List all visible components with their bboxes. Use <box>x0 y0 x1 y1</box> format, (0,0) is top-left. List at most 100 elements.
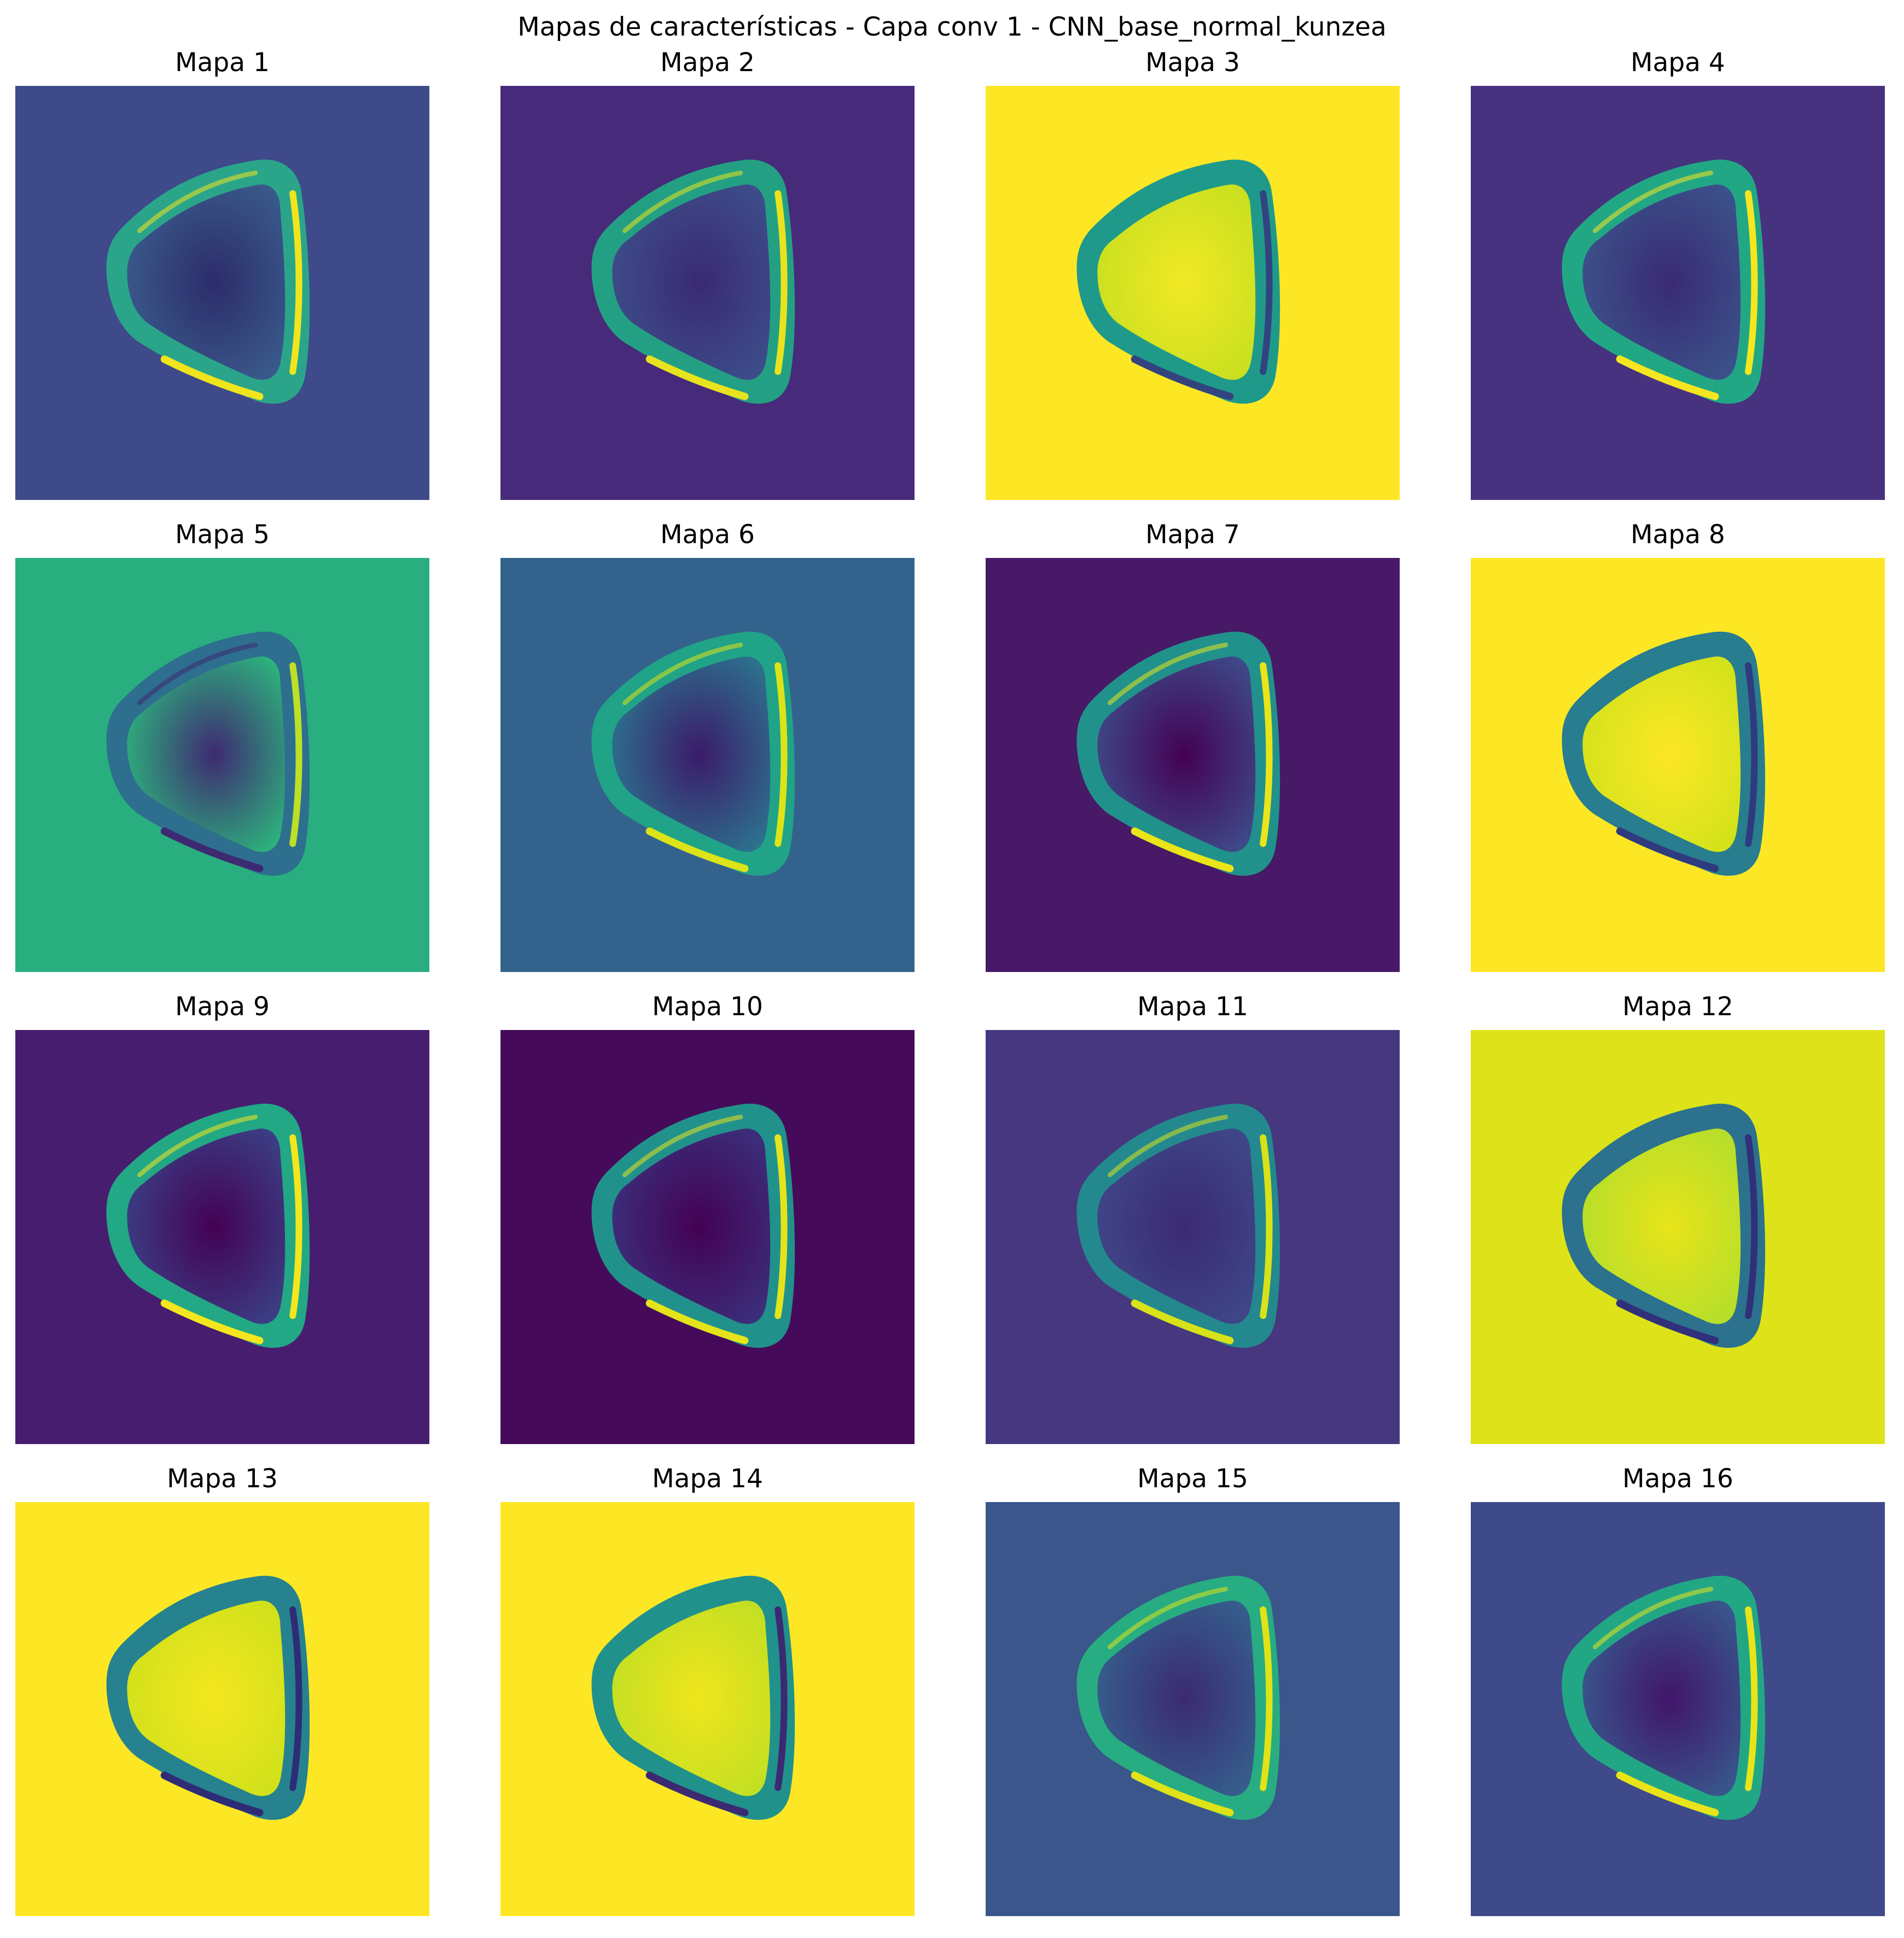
particle-top-edge <box>1592 1586 1714 1650</box>
particle-lower-edge <box>1131 1771 1234 1817</box>
particle-interior <box>1097 656 1256 852</box>
particle-right-edge <box>289 1606 302 1791</box>
feature-map-15: Mapa 15 <box>986 1464 1400 1916</box>
feature-map-title: Mapa 5 <box>175 520 270 550</box>
particle-lower-edge <box>160 1299 264 1345</box>
particle-lower-edge <box>645 1771 749 1817</box>
particle-right-edge <box>1745 662 1758 847</box>
feature-map-image <box>986 558 1400 972</box>
particle-top-edge <box>622 1114 743 1178</box>
feature-map-11: Mapa 11 <box>986 992 1400 1444</box>
feature-map-image <box>1471 1030 1885 1444</box>
particle-interior <box>612 1128 771 1324</box>
feature-map-6: Mapa 6 <box>500 520 915 972</box>
particle-top-edge <box>1107 1586 1228 1650</box>
feature-map-image <box>15 86 429 500</box>
feature-map-14: Mapa 14 <box>500 1464 915 1916</box>
feature-map-image <box>500 558 915 972</box>
particle-lower-edge <box>645 827 749 872</box>
particle-top-edge <box>622 170 743 234</box>
particle-interior <box>1582 656 1741 852</box>
particle-lower-edge <box>160 355 264 400</box>
particle-lower-edge <box>160 1771 264 1817</box>
feature-map-13: Mapa 13 <box>15 1464 429 1916</box>
particle-interior <box>1097 184 1256 380</box>
feature-map-10: Mapa 10 <box>500 992 915 1444</box>
particle-top-edge <box>137 642 258 706</box>
feature-map-image <box>1471 558 1885 972</box>
feature-map-title: Mapa 9 <box>175 992 270 1022</box>
feature-map-title: Mapa 8 <box>1631 520 1725 550</box>
feature-map-3: Mapa 3 <box>986 48 1400 500</box>
particle-right-edge <box>289 662 302 847</box>
particle-right-edge <box>289 1134 302 1319</box>
particle-right-edge <box>775 1134 788 1319</box>
particle-right-edge <box>1260 1134 1273 1319</box>
feature-map-5: Mapa 5 <box>15 520 429 972</box>
feature-map-image <box>15 1502 429 1916</box>
feature-map-8: Mapa 8 <box>1471 520 1885 972</box>
feature-map-image <box>986 1502 1400 1916</box>
particle-top-edge <box>1107 642 1228 706</box>
particle-interior <box>1582 1601 1741 1796</box>
particle-right-edge <box>775 190 788 375</box>
feature-map-image <box>1471 1502 1885 1916</box>
feature-map-title: Mapa 11 <box>1137 992 1248 1022</box>
feature-map-title: Mapa 14 <box>652 1464 763 1494</box>
feature-map-title: Mapa 16 <box>1622 1464 1733 1494</box>
feature-map-title: Mapa 2 <box>660 48 755 78</box>
particle-interior <box>1582 184 1741 380</box>
feature-map-title: Mapa 10 <box>652 992 763 1022</box>
feature-map-16: Mapa 16 <box>1471 1464 1885 1916</box>
particle-lower-edge <box>1131 355 1234 400</box>
feature-map-image <box>500 1030 915 1444</box>
particle-interior <box>1097 1128 1256 1324</box>
figure-suptitle: Mapas de características - Capa conv 1 -… <box>517 12 1387 42</box>
feature-map-4: Mapa 4 <box>1471 48 1885 500</box>
particle-lower-edge <box>1616 355 1719 400</box>
particle-right-edge <box>1745 1134 1758 1319</box>
feature-map-1: Mapa 1 <box>15 48 429 500</box>
particle-interior <box>127 184 286 380</box>
feature-map-image <box>15 558 429 972</box>
feature-map-7: Mapa 7 <box>986 520 1400 972</box>
feature-map-title: Mapa 6 <box>660 520 755 550</box>
feature-map-9: Mapa 9 <box>15 992 429 1444</box>
feature-map-12: Mapa 12 <box>1471 992 1885 1444</box>
particle-lower-edge <box>1131 1299 1234 1345</box>
feature-map-image <box>986 1030 1400 1444</box>
feature-map-title: Mapa 15 <box>1137 1464 1248 1494</box>
particle-right-edge <box>1745 190 1758 375</box>
particle-right-edge <box>775 662 788 847</box>
particle-interior <box>127 656 286 852</box>
feature-map-title: Mapa 12 <box>1622 992 1733 1022</box>
particle-lower-edge <box>1616 1771 1719 1817</box>
particle-top-edge <box>1592 170 1714 234</box>
particle-interior <box>612 656 771 852</box>
particle-interior <box>612 1601 771 1796</box>
particle-interior <box>127 1601 286 1796</box>
particle-lower-edge <box>160 827 264 872</box>
particle-interior <box>127 1128 286 1324</box>
feature-map-title: Mapa 3 <box>1145 48 1240 78</box>
particle-right-edge <box>1745 1606 1758 1791</box>
feature-map-image <box>15 1030 429 1444</box>
particle-right-edge <box>289 190 302 375</box>
feature-map-image <box>1471 86 1885 500</box>
feature-map-title: Mapa 13 <box>167 1464 278 1494</box>
particle-lower-edge <box>1616 1299 1719 1345</box>
particle-interior <box>1097 1601 1256 1796</box>
particle-lower-edge <box>645 1299 749 1345</box>
feature-map-image <box>500 1502 915 1916</box>
particle-top-edge <box>622 642 743 706</box>
particle-interior <box>612 184 771 380</box>
particle-top-edge <box>137 170 258 234</box>
particle-top-edge <box>1107 1114 1228 1178</box>
particle-lower-edge <box>645 355 749 400</box>
feature-map-title: Mapa 7 <box>1145 520 1240 550</box>
particle-lower-edge <box>1131 827 1234 872</box>
particle-interior <box>1582 1128 1741 1324</box>
particle-right-edge <box>1260 190 1273 375</box>
particle-right-edge <box>1260 662 1273 847</box>
